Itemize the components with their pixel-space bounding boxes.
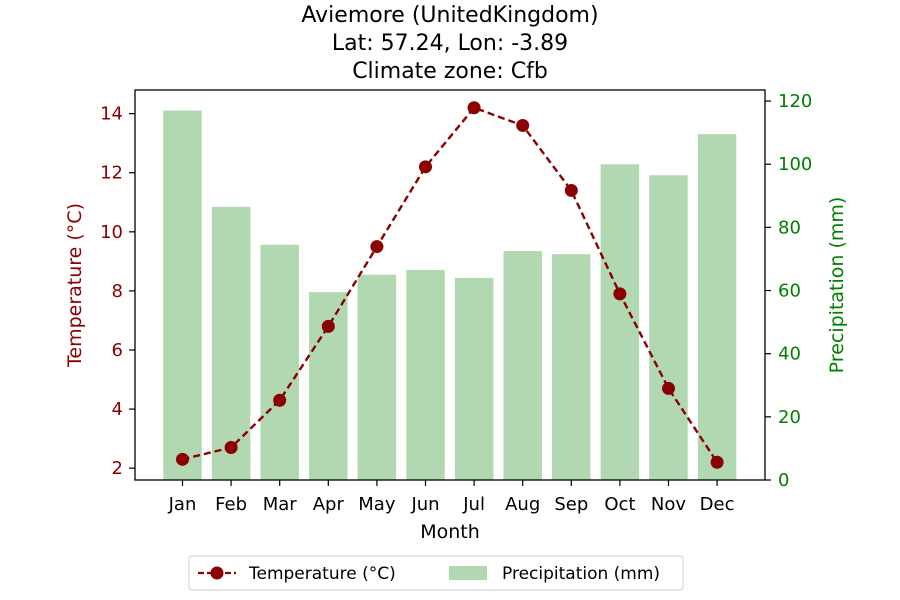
right-tick-label-120: 120 [778, 91, 812, 112]
precipitation-bar-aug [503, 251, 542, 480]
precipitation-bar-dec [697, 134, 737, 481]
precipitation-bar-may [357, 274, 397, 480]
x-tick-label-aug: Aug [505, 494, 540, 515]
temperature-point-may [370, 240, 384, 254]
right-tick-label-0: 0 [778, 470, 789, 491]
precipitation-bar-mar [260, 244, 299, 480]
precipitation-bar-jul [454, 277, 494, 480]
temperature-point-sep [564, 183, 578, 197]
left-axis-ticks: 2 4 6 8 10 12 14 [100, 104, 135, 479]
temperature-point-jun [419, 160, 432, 174]
x-tick-label-feb: Feb [215, 494, 247, 515]
left-axis-label: Temperature (°C) [64, 203, 86, 368]
left-tick-label-8: 8 [112, 281, 123, 302]
x-tick-label-sep: Sep [554, 494, 588, 515]
x-tick-label-jul: Jul [462, 494, 485, 515]
temperature-point-aug [516, 118, 530, 132]
left-tick-label-10: 10 [100, 222, 123, 243]
right-axis-ticks: 0 20 40 60 80 100 120 [765, 91, 812, 491]
plot-area-frame [134, 89, 766, 481]
precipitation-bar-jun [406, 270, 445, 480]
temperature-point-nov [662, 381, 675, 395]
x-tick-label-dec: Dec [700, 494, 735, 515]
precipitation-bar-oct [600, 164, 640, 481]
temperature-point-jan [176, 452, 189, 466]
temperature-point-dec [710, 455, 724, 469]
precipitation-bar-jan [163, 110, 202, 481]
temperature-point-mar [273, 393, 287, 407]
temperature-point-apr [321, 319, 335, 333]
right-axis-label: Precipitation (mm) [826, 197, 848, 374]
chart-title-line-3: Climate zone: Cfb [352, 59, 548, 84]
temperature-point-jul [467, 101, 481, 115]
x-tick-label-mar: Mar [263, 494, 298, 515]
right-tick-label-20: 20 [778, 407, 801, 428]
legend-temperature-marker-dot [210, 566, 224, 580]
x-tick-label-oct: Oct [604, 494, 635, 515]
x-axis-label: Month [420, 521, 480, 543]
temperature-line [176, 101, 724, 469]
left-tick-label-12: 12 [100, 163, 123, 184]
x-tick-label-may: May [358, 494, 396, 515]
precipitation-bars [163, 110, 737, 481]
legend-temperature-label: Temperature (°C) [248, 564, 396, 584]
right-tick-label-80: 80 [778, 217, 801, 238]
left-tick-label-4: 4 [112, 399, 123, 420]
temperature-point-oct [613, 287, 627, 301]
x-axis-ticks: Jan Feb Mar Apr May Jun Jul Aug Sep Oct Nov Dec [168, 480, 735, 515]
left-tick-label-14: 14 [100, 104, 123, 125]
legend-frame [188, 555, 684, 591]
x-tick-label-jan: Jan [168, 494, 197, 515]
legend-precipitation-label: Precipitation (mm) [502, 564, 660, 584]
x-tick-label-nov: Nov [651, 494, 686, 515]
precipitation-bar-sep [552, 254, 591, 480]
right-tick-label-40: 40 [778, 344, 801, 365]
temperature-point-feb [224, 441, 238, 454]
precipitation-bar-feb [211, 206, 251, 480]
right-tick-label-100: 100 [778, 154, 812, 175]
right-tick-label-60: 60 [778, 281, 801, 302]
temperature-series-line [182, 106, 719, 463]
chart-title-line-1: Aviemore (UnitedKingdom) [301, 3, 598, 28]
x-tick-label-apr: Apr [313, 494, 345, 515]
x-tick-label-jun: Jun [410, 494, 439, 515]
legend: Temperature (°C) Precipitation (mm) [188, 555, 684, 591]
left-tick-label-6: 6 [112, 340, 123, 361]
legend-precipitation-swatch [449, 566, 487, 580]
left-tick-label-2: 2 [112, 458, 123, 479]
precipitation-bar-nov [649, 175, 688, 480]
chart-title-line-2: Lat: 57.24, Lon: -3.89 [332, 31, 568, 56]
